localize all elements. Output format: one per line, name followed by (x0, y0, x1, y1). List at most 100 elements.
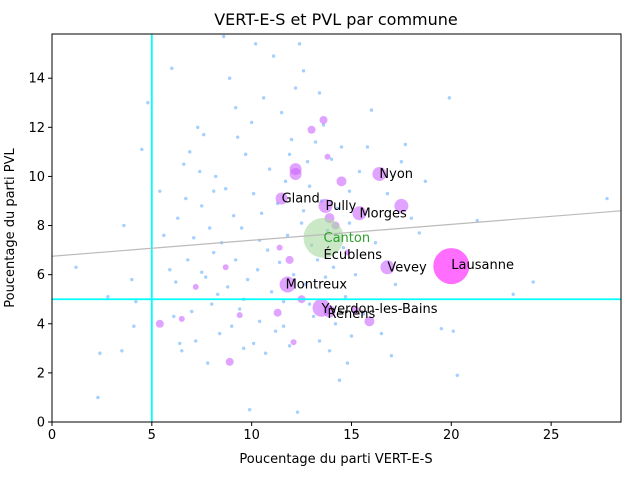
x-tick-label: 25 (543, 428, 560, 443)
highlight-point (351, 306, 360, 315)
data-point (184, 196, 188, 201)
data-point (267, 167, 272, 171)
data-point (297, 42, 302, 46)
data-point (198, 169, 202, 174)
data-point (361, 312, 366, 316)
data-point (455, 373, 459, 378)
data-point (293, 86, 298, 90)
data-point (196, 125, 200, 130)
data-point (347, 189, 352, 193)
data-point (307, 184, 312, 188)
y-tick-label: 6 (37, 268, 45, 283)
data-point (178, 341, 182, 346)
highlight-point (192, 283, 199, 290)
y-axis-title: Poucentage du parti PVL (3, 148, 18, 308)
data-point (409, 216, 414, 220)
lausanne-point (433, 248, 470, 285)
trend-line (52, 210, 621, 257)
highlight-point (225, 357, 234, 366)
highlight-point (318, 198, 333, 213)
data-point (106, 295, 110, 299)
y-tick-label: 0 (37, 416, 45, 431)
highlight-point (324, 153, 331, 160)
data-point (313, 140, 318, 144)
x-tick-label: 5 (148, 428, 156, 443)
data-point (130, 277, 134, 282)
city-label: Nyon (379, 167, 413, 182)
data-point (263, 351, 268, 355)
city-label: Montreux (286, 277, 348, 292)
y-tick-label: 4 (37, 317, 45, 332)
highlight-point (323, 305, 336, 318)
data-point (255, 268, 260, 272)
data-point (281, 299, 286, 304)
highlight-point (336, 176, 347, 187)
x-axis-title: Poucentage du parti VERT-E-S (239, 452, 432, 467)
data-point (233, 105, 238, 110)
axes: 0 5 10 15 20 25 0 2 4 6 8 10 12 14 (28, 33, 622, 443)
data-point (321, 123, 326, 127)
x-tick-label: 0 (48, 428, 56, 443)
data-point (271, 54, 276, 58)
data-point (339, 145, 344, 149)
data-point (341, 245, 346, 250)
data-point (295, 410, 300, 414)
data-point (451, 329, 455, 333)
data-point (223, 187, 228, 191)
highlight-point (307, 125, 316, 134)
data-point (214, 174, 218, 179)
y-tick-label: 8 (37, 219, 45, 234)
highlight-point (380, 260, 395, 275)
data-point (273, 329, 278, 333)
data-point (120, 349, 124, 353)
data-point (194, 339, 198, 343)
x-tick-label: 10 (243, 428, 260, 443)
highlight-point (319, 115, 328, 124)
data-point (251, 191, 256, 196)
data-point (511, 292, 515, 297)
data-point (259, 211, 264, 215)
data-point (200, 270, 204, 274)
data-point (347, 221, 352, 225)
data-point (239, 226, 244, 230)
data-point (303, 282, 308, 287)
data-point (337, 378, 342, 382)
data-point (349, 334, 354, 338)
data-point (331, 265, 336, 269)
data-point (218, 331, 222, 336)
highlight-point (352, 206, 367, 221)
city-label: Morges (359, 206, 407, 221)
city-label: Renens (328, 307, 376, 322)
data-point (265, 248, 270, 252)
data-point (283, 179, 288, 184)
data-point (241, 346, 246, 351)
data-point (221, 34, 226, 39)
data-point (247, 408, 252, 412)
data-point (182, 162, 186, 166)
canton-label: Canton (324, 231, 371, 246)
data-point (208, 226, 212, 230)
data-point (417, 231, 422, 235)
data-point (243, 152, 248, 157)
data-point (301, 69, 306, 73)
city-label: Écublens (324, 247, 383, 263)
city-label: Yverdon-les-Bains (321, 302, 438, 317)
data-point (134, 299, 138, 304)
data-point (257, 319, 262, 324)
highlight-point (372, 166, 387, 181)
data-point (200, 204, 204, 208)
data-point (231, 214, 236, 218)
data-point (212, 189, 216, 193)
canton-point (303, 217, 344, 258)
data-point (98, 351, 102, 355)
data-point (96, 395, 100, 400)
y-tick-label: 10 (28, 170, 45, 185)
data-point (253, 42, 258, 46)
data-point (233, 258, 238, 262)
data-point (447, 96, 452, 100)
data-point (245, 277, 250, 282)
highlight-point (290, 339, 297, 346)
data-point (170, 66, 174, 71)
data-point (210, 302, 214, 306)
